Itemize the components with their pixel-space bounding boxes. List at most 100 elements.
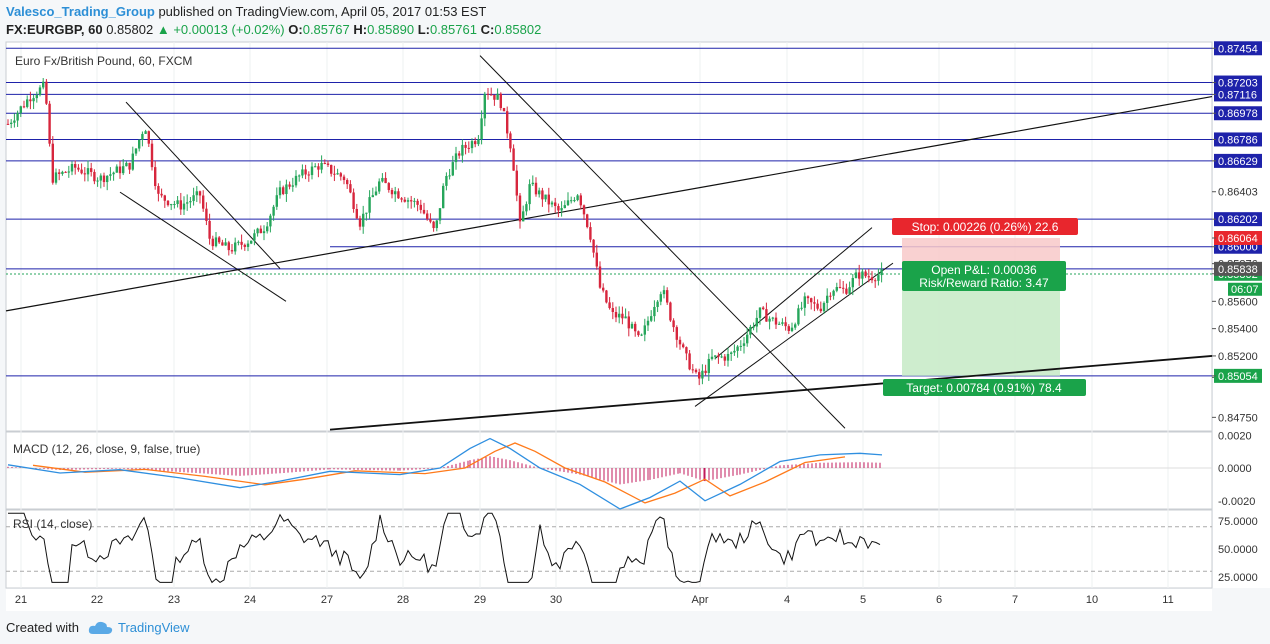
pnl-text: Open P&L: 0.00036 bbox=[931, 263, 1037, 277]
candle-body bbox=[499, 93, 502, 109]
candle-body bbox=[16, 112, 19, 121]
candle-body bbox=[74, 164, 77, 168]
candle-body bbox=[147, 131, 150, 144]
macd-pane[interactable] bbox=[5, 431, 1213, 510]
candle-body bbox=[403, 199, 406, 202]
candle-body bbox=[35, 95, 38, 99]
candle-body bbox=[832, 290, 835, 296]
price-change: +0.00013 (+0.02%) bbox=[173, 22, 285, 37]
candle-body bbox=[26, 99, 29, 107]
candle-body bbox=[134, 148, 138, 154]
candle-body bbox=[102, 175, 106, 183]
price-label: 0.86978 bbox=[1218, 108, 1258, 120]
price-label-box bbox=[1214, 153, 1262, 168]
candle-body bbox=[566, 200, 570, 206]
candle-body bbox=[227, 242, 230, 251]
candle-body bbox=[339, 173, 342, 177]
rsi-pane[interactable] bbox=[5, 509, 1213, 589]
countdown-label: 06:07 bbox=[1231, 284, 1259, 296]
candle-body bbox=[22, 106, 26, 108]
candle-body bbox=[806, 296, 810, 299]
candle-body bbox=[346, 180, 349, 185]
candle-body bbox=[838, 286, 842, 288]
rsi-indicator bbox=[6, 512, 1212, 584]
position-tool[interactable] bbox=[902, 238, 1060, 376]
candle-body bbox=[701, 370, 704, 379]
candle-body bbox=[157, 186, 160, 194]
created-with-text: Created with bbox=[6, 620, 79, 635]
candle-body bbox=[541, 190, 544, 200]
candle-body bbox=[688, 353, 691, 370]
candle-body bbox=[246, 243, 250, 247]
candle-body bbox=[96, 180, 99, 182]
candle-body bbox=[256, 228, 259, 234]
time-tick-label: 10 bbox=[1086, 594, 1098, 606]
candle-body bbox=[166, 200, 170, 206]
candle-body bbox=[634, 323, 637, 332]
candle-body bbox=[685, 347, 688, 354]
candle-body bbox=[432, 221, 435, 229]
candle-body bbox=[707, 358, 710, 374]
candle-body bbox=[323, 162, 326, 164]
candle-body bbox=[598, 266, 602, 288]
candle-body bbox=[131, 153, 134, 170]
candle-body bbox=[579, 195, 582, 206]
candle-body bbox=[51, 143, 54, 183]
candle-body bbox=[800, 307, 803, 309]
candle-body bbox=[858, 272, 861, 279]
publish-line: Valesco_Trading_Group published on Tradi… bbox=[6, 4, 486, 19]
candle-body bbox=[381, 177, 384, 182]
candle-body bbox=[355, 208, 358, 219]
candle-body bbox=[122, 166, 125, 174]
tradingview-link[interactable]: TradingView bbox=[118, 620, 190, 635]
high-value: 0.85890 bbox=[367, 22, 415, 37]
target-text: Target: 0.00784 (0.91%) 78.4 bbox=[906, 381, 1062, 395]
candle-body bbox=[154, 167, 157, 187]
time-tick-label: 5 bbox=[860, 594, 866, 606]
candle-body bbox=[128, 162, 131, 170]
price-label: 0.85600 bbox=[1218, 296, 1258, 308]
candle-body bbox=[410, 200, 413, 202]
candle-body bbox=[374, 191, 378, 196]
candle-body bbox=[10, 122, 13, 124]
candle-body bbox=[739, 345, 742, 347]
candle-body bbox=[445, 175, 448, 186]
price-label-box bbox=[1214, 41, 1262, 56]
candle-body bbox=[528, 184, 531, 205]
candle-body bbox=[771, 317, 774, 319]
candle-body bbox=[608, 302, 611, 309]
candle-body bbox=[304, 169, 307, 175]
time-axis[interactable] bbox=[6, 589, 1212, 611]
candle-body bbox=[851, 278, 854, 288]
candle-body bbox=[218, 237, 221, 243]
candle-body bbox=[67, 171, 70, 173]
trend-line bbox=[5, 96, 1213, 312]
candle-body bbox=[614, 311, 618, 318]
close-value: 0.85802 bbox=[494, 22, 542, 37]
author-link[interactable]: Valesco_Trading_Group bbox=[6, 4, 155, 19]
macd-axis-label: 0.0000 bbox=[1218, 463, 1252, 475]
chart-canvas[interactable]: Stop: 0.00226 (0.26%) 22.6 Open P&L: 0.0… bbox=[0, 0, 1270, 612]
candle-body bbox=[502, 108, 506, 112]
macd-axis-label: -0.0020 bbox=[1218, 496, 1255, 508]
rsi-axis-label: 75.0000 bbox=[1218, 516, 1258, 528]
candle-body bbox=[880, 269, 883, 276]
candle-body bbox=[48, 103, 51, 144]
candle-body bbox=[515, 170, 518, 196]
price-label: 0.86064 bbox=[1218, 233, 1258, 245]
candle-body bbox=[6, 123, 10, 125]
candle-body bbox=[656, 301, 659, 307]
price-label: 0.85838 bbox=[1218, 264, 1258, 276]
target-label: Target: 0.00784 (0.91%) 78.4 bbox=[883, 379, 1086, 396]
trend-line bbox=[479, 55, 846, 429]
candle-body bbox=[534, 182, 538, 195]
stop-text: Stop: 0.00226 (0.26%) 22.6 bbox=[912, 220, 1059, 234]
candle-body bbox=[675, 327, 678, 340]
candle-body bbox=[106, 175, 109, 183]
candle-body bbox=[125, 162, 128, 167]
candle-body bbox=[778, 323, 781, 325]
candle-body bbox=[646, 320, 650, 326]
candle-body bbox=[394, 191, 397, 195]
candle-body bbox=[397, 191, 400, 199]
